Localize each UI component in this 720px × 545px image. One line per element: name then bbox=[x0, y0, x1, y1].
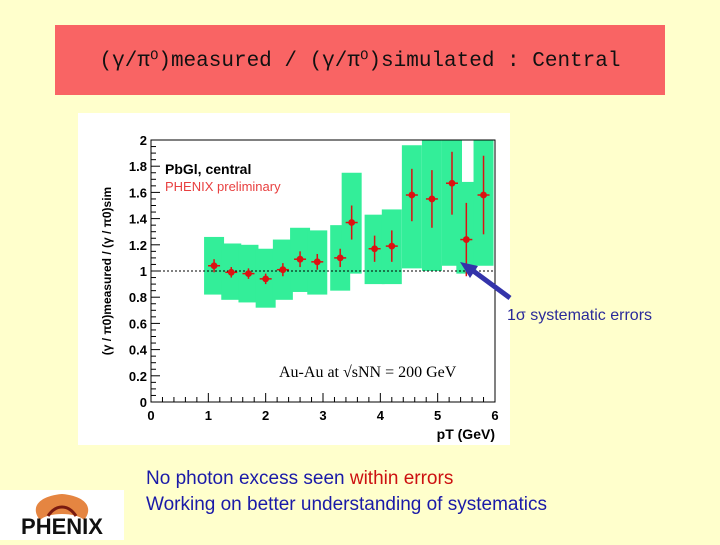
x-tick-label: 2 bbox=[262, 408, 269, 423]
data-point bbox=[227, 268, 235, 276]
data-point bbox=[336, 254, 344, 262]
data-point bbox=[408, 191, 416, 199]
phenix-logo: PHENIX bbox=[0, 490, 124, 540]
data-point bbox=[480, 191, 487, 199]
data-point bbox=[262, 275, 270, 283]
y-tick-label: 2 bbox=[140, 133, 147, 148]
ratio-chart: 0 1 2 3 4 5 6 0 0.2 0.4 0.6 0.8 1 1.2 1.4 1.6 1.8 2 pT (Ge… bbox=[100, 133, 499, 442]
note-line-1: No photon excess seen within errors bbox=[146, 466, 547, 492]
note-line-1-highlight: within errors bbox=[349, 468, 454, 489]
legend-line-1: PbGl, central bbox=[165, 161, 251, 177]
x-tick-label: 1 bbox=[205, 408, 212, 423]
notes: No photon excess seen within errors Work… bbox=[146, 466, 547, 518]
data-point bbox=[210, 262, 218, 270]
y-axis-title: (γ / π0)measured / (γ / π0)sim bbox=[100, 187, 114, 355]
data-point bbox=[245, 270, 252, 278]
data-point bbox=[296, 255, 304, 263]
legend-line-2: PHENIX preliminary bbox=[165, 179, 281, 194]
energy-label: Au-Au at √sNN = 200 GeV bbox=[279, 364, 457, 381]
data-point bbox=[448, 179, 456, 187]
data-point bbox=[348, 219, 356, 226]
note-line-2: Working on better understanding of syste… bbox=[146, 494, 547, 515]
x-tick-label: 3 bbox=[319, 408, 326, 423]
data-point bbox=[279, 266, 287, 274]
y-tick-label: 1.8 bbox=[129, 159, 147, 174]
y-tick-label: 0.2 bbox=[129, 369, 147, 384]
y-tick-label: 1.2 bbox=[129, 238, 147, 253]
data-point bbox=[462, 236, 470, 243]
y-tick-label: 0 bbox=[140, 395, 147, 410]
y-tick-label: 1.4 bbox=[129, 212, 148, 227]
title-banner: (γ/π⁰)measured / (γ/π⁰)simulated : Centr… bbox=[55, 25, 665, 95]
data-point bbox=[428, 195, 436, 203]
plot-frame: 0 1 2 3 4 5 6 0 0.2 0.4 0.6 0.8 1 1.2 1.4 1.6 1.8 2 pT (Ge… bbox=[78, 113, 510, 445]
x-tick-label: 6 bbox=[491, 408, 498, 423]
x-tick-label: 5 bbox=[434, 408, 441, 423]
x-tick-label: 4 bbox=[377, 408, 385, 423]
data-point bbox=[313, 258, 321, 266]
logo-wing-shape bbox=[46, 505, 78, 517]
x-axis-title: pT (GeV) bbox=[437, 426, 495, 442]
y-tick-label: 0.8 bbox=[129, 290, 147, 305]
phenix-logo-mark: PHENIX bbox=[21, 494, 103, 539]
logo-text: PHENIX bbox=[21, 514, 103, 539]
systematic-errors-label: 1σ systematic errors bbox=[507, 307, 653, 324]
x-tick-label: 0 bbox=[147, 408, 154, 423]
data-point bbox=[388, 242, 396, 250]
y-tick-label: 0.6 bbox=[129, 316, 147, 331]
data-point bbox=[371, 245, 378, 253]
y-tick-label: 0.4 bbox=[129, 343, 148, 358]
y-tick-label: 1 bbox=[140, 264, 147, 279]
slide-title: (γ/π⁰)measured / (γ/π⁰)simulated : Centr… bbox=[99, 50, 621, 73]
y-tick-label: 1.6 bbox=[129, 185, 147, 200]
note-line-1-text: No photon excess seen bbox=[146, 468, 350, 489]
